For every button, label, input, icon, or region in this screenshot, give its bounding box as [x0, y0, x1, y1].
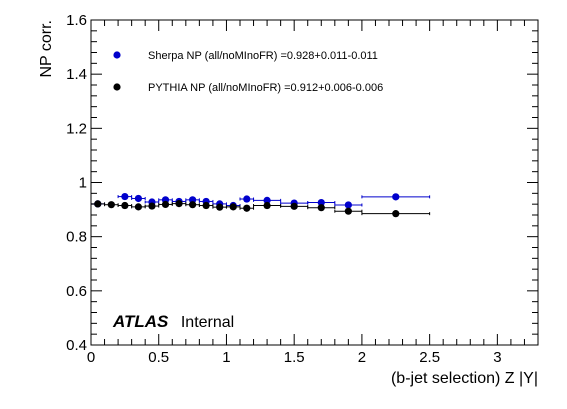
y-tick-label: 1.6: [66, 12, 87, 29]
data-point: [216, 203, 224, 211]
data-point: [134, 194, 143, 203]
plot-frame: [90, 19, 539, 346]
legend: Sherpa NP (all/noMInoFR) =0.928+0.011-0.…: [113, 50, 383, 94]
y-tick-label: 0.4: [66, 337, 87, 354]
data-point: [317, 204, 325, 212]
atlas-label: ATLAS Internal: [112, 312, 234, 331]
x-tick-label: 0.5: [148, 349, 169, 366]
legend-marker-sherpa: [113, 51, 121, 59]
data-point: [317, 198, 325, 207]
data-point: [344, 201, 352, 209]
legend-label-sherpa: Sherpa NP (all/noMInoFR) =0.928+0.011-0.…: [148, 50, 378, 62]
data-point: [121, 201, 129, 210]
x-tick-label: 1.5: [284, 349, 305, 366]
data-point: [243, 204, 251, 212]
atlas-status-label: Internal: [181, 314, 234, 331]
series-1: [90, 200, 431, 218]
x-tick-label: 2.5: [419, 349, 440, 366]
data-point: [243, 195, 251, 203]
x-tick-label: 2: [358, 349, 366, 366]
data-point: [161, 200, 170, 209]
x-tick-label: 1: [222, 349, 230, 366]
data-point: [175, 200, 183, 208]
data-point: [188, 201, 197, 209]
data-point: [344, 207, 352, 215]
x-tick-label: 3: [493, 349, 501, 366]
data-point: [229, 203, 237, 211]
data-point: [202, 201, 210, 210]
x-tick-label: 0: [87, 349, 95, 366]
x-axis-title: (b-jet selection) Z |Y|: [391, 370, 538, 387]
y-tick-label: 1.2: [66, 120, 87, 137]
legend-label-pythia: PYTHIA NP (all/noMInoFR) =0.912+0.006-0.…: [148, 82, 383, 94]
y-tick-label: 1: [79, 175, 87, 192]
axis-ticks: [90, 19, 539, 346]
legend-marker-pythia: [113, 83, 121, 91]
atlas-experiment-label: ATLAS: [112, 312, 169, 331]
series-0: [90, 192, 431, 210]
y-tick-label: 0.8: [66, 229, 87, 246]
y-tick-label: 1.4: [66, 66, 87, 83]
y-axis-title: NP corr.: [38, 20, 55, 78]
data-point: [263, 196, 271, 204]
data-point: [121, 192, 129, 201]
data-point: [290, 202, 298, 210]
data-point: [392, 210, 400, 218]
data-point: [263, 201, 271, 210]
data-point: [107, 201, 115, 209]
data-layer: [90, 192, 431, 218]
data-point: [134, 203, 143, 211]
data-point: [94, 200, 102, 208]
data-point: [148, 202, 156, 210]
data-point: [392, 193, 400, 201]
tick-labels: 0 0.5 1 1.5 2 2.5 3 0.4 0.6 0.8 1 1.2 1.4 1.6: [66, 12, 501, 366]
y-tick-label: 0.6: [66, 283, 87, 300]
